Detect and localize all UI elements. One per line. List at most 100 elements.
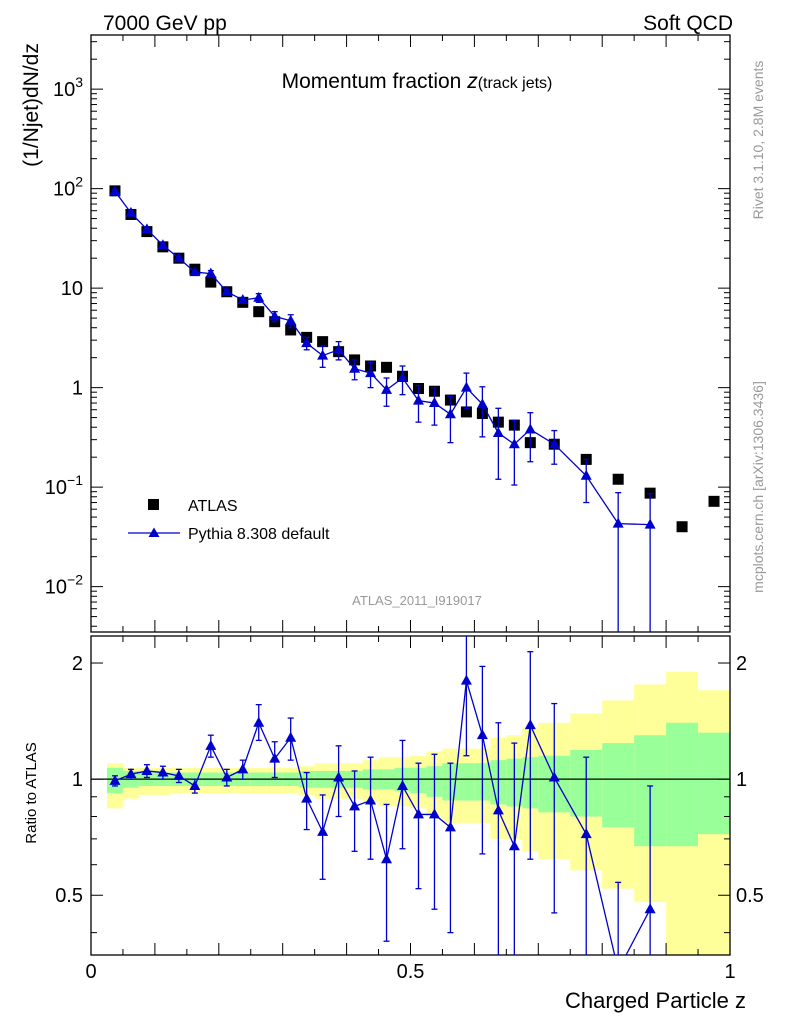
pythia-point xyxy=(428,397,440,408)
y-tick-label-upper: 10 xyxy=(61,278,83,300)
pythia-point xyxy=(508,438,520,449)
ratio-point xyxy=(397,779,409,790)
pythia-point xyxy=(524,423,536,434)
pythia-point xyxy=(476,398,488,409)
title-sub: (track jets) xyxy=(478,75,553,92)
ratio-point xyxy=(365,794,377,805)
pythia-point xyxy=(109,185,121,196)
pythia-point xyxy=(548,438,560,449)
pythia-point xyxy=(492,427,504,437)
y-tick-label-upper: 1 xyxy=(72,378,83,400)
y-tick-label-lower-left: 1 xyxy=(72,769,83,791)
ratio-point xyxy=(301,792,313,803)
atlas-data-point xyxy=(205,276,217,288)
legend-pythia-marker xyxy=(148,527,160,537)
pythia-point xyxy=(317,349,329,360)
ratio-point xyxy=(333,771,345,782)
ratio-point xyxy=(476,729,488,740)
ratio-point xyxy=(285,731,297,742)
pythia-point xyxy=(365,367,377,378)
y-tick-label-upper: 10−1 xyxy=(45,472,83,499)
pythia-point xyxy=(189,266,201,277)
atlas-data-point xyxy=(460,406,472,418)
y-tick-label-upper: 102 xyxy=(53,174,83,201)
atlas-data-point xyxy=(381,361,393,373)
ratio-point xyxy=(141,764,153,775)
band-inner xyxy=(666,722,699,847)
title-main: Momentum fraction xyxy=(282,70,468,93)
pythia-point xyxy=(644,518,656,529)
pythia-point xyxy=(397,371,409,382)
band-inner xyxy=(458,763,475,801)
pythia-point xyxy=(381,383,393,394)
pythia-point xyxy=(580,469,592,480)
pythia-point xyxy=(157,239,169,250)
ratio-point xyxy=(428,808,440,819)
ratio-point xyxy=(492,804,504,815)
pythia-point xyxy=(285,314,297,325)
y-tick-label-lower-left: 0.5 xyxy=(55,885,83,907)
pythia-point xyxy=(460,381,472,392)
ratio-point xyxy=(269,752,281,763)
pythia-point xyxy=(612,517,624,528)
band-inner xyxy=(698,732,730,835)
y-axis-label-upper: (1/Njet)dN/dz xyxy=(20,43,43,167)
atlas-data-point xyxy=(285,324,297,336)
analysis-label: ATLAS_2011_I919017 xyxy=(352,593,482,608)
ratio-point xyxy=(237,763,249,774)
upper-plot-frame xyxy=(90,34,731,633)
y-tick-label-lower-right: 2 xyxy=(736,653,747,675)
ratio-plot-frame xyxy=(90,635,731,956)
legend-atlas-marker xyxy=(148,499,159,510)
pythia-point xyxy=(301,337,313,348)
rivet-label: Rivet 3.1.10, 2.8M events xyxy=(750,61,766,220)
mcplots-label: mcplots.cern.ch [arXiv:1306.3436] xyxy=(750,381,766,593)
legend-pythia-label: Pythia 8.308 default xyxy=(188,526,330,543)
ratio-point xyxy=(109,774,121,785)
ratio-point xyxy=(205,739,217,750)
ratio-point xyxy=(317,825,329,836)
pythia-point xyxy=(269,310,281,321)
ratio-point xyxy=(548,771,560,782)
ratio-point xyxy=(460,674,472,685)
chart-title: Momentum fraction z(track jets) xyxy=(282,70,553,93)
atlas-data-point xyxy=(612,473,624,485)
y-tick-label-lower-left: 2 xyxy=(72,653,83,675)
ratio-point xyxy=(221,771,233,782)
atlas-data-point xyxy=(317,336,329,348)
pythia-point xyxy=(141,223,153,234)
pythia-point xyxy=(253,291,265,302)
ratio-point xyxy=(381,853,393,864)
x-tick-label: 0 xyxy=(85,961,96,983)
atlas-data-point xyxy=(708,495,720,507)
legend: ATLAS Pythia 8.308 default xyxy=(128,498,330,543)
ratio-point xyxy=(349,800,361,811)
atlas-data-point xyxy=(253,306,265,318)
ratio-point xyxy=(189,779,201,790)
atlas-data-point xyxy=(676,521,688,533)
y-tick-label-upper: 10−2 xyxy=(45,572,83,599)
pythia-point xyxy=(444,408,456,419)
ratio-point xyxy=(173,769,185,780)
y-tick-label-upper: 103 xyxy=(53,74,83,101)
pythia-point xyxy=(412,394,424,405)
ratio-point xyxy=(644,903,656,914)
y-tick-label-lower-right: 1 xyxy=(736,769,747,791)
pythia-point xyxy=(349,362,361,373)
ratio-point xyxy=(524,719,536,730)
x-tick-label: 0.5 xyxy=(397,961,425,983)
pythia-point xyxy=(173,252,185,263)
pythia-point xyxy=(221,285,233,296)
title-z: z xyxy=(466,70,478,93)
y-tick-label-lower-right: 0.5 xyxy=(736,885,764,907)
pythia-point xyxy=(237,293,249,304)
x-tick-label: 1 xyxy=(724,961,735,983)
ratio-point xyxy=(444,821,456,832)
ratio-point xyxy=(157,766,169,777)
ratio-point xyxy=(125,768,137,779)
legend-atlas-label: ATLAS xyxy=(188,498,238,515)
pythia-point xyxy=(333,343,345,354)
pythia-line xyxy=(114,190,651,526)
ratio-point xyxy=(508,840,520,851)
